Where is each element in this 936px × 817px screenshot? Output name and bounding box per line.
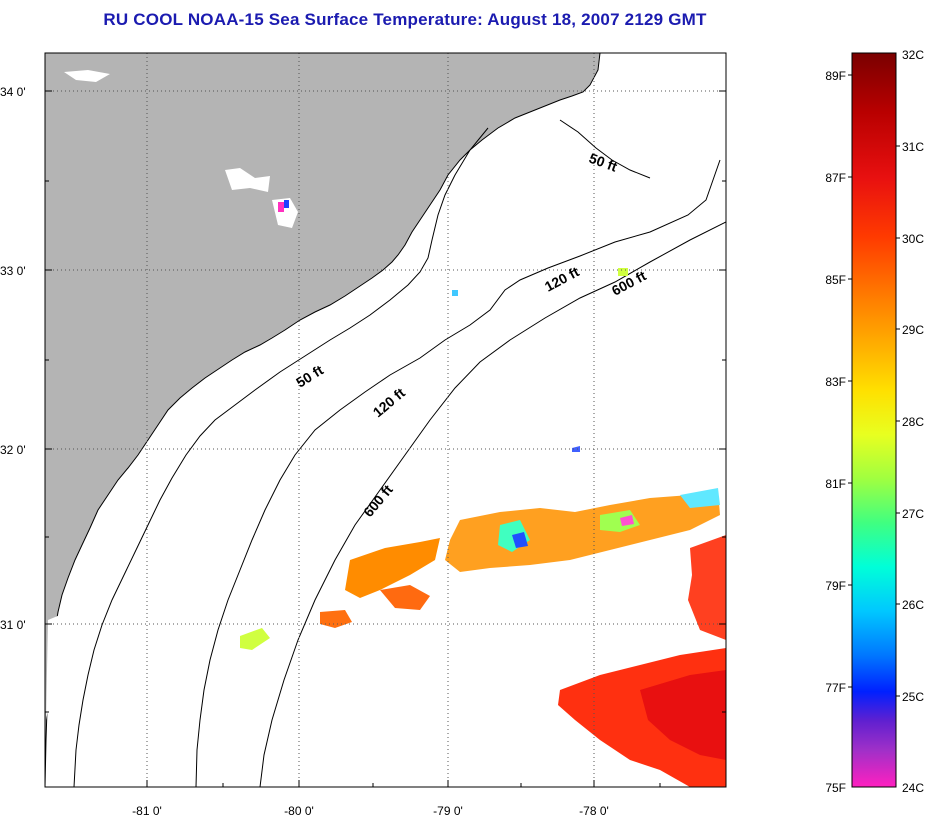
colorbar-c-label: 30C bbox=[902, 232, 924, 246]
colorbar-f-label: 89F bbox=[825, 69, 846, 83]
colorbar-f-label: 85F bbox=[825, 273, 846, 287]
colorbar-f-label: 77F bbox=[825, 681, 846, 695]
map-title: RU COOL NOAA-15 Sea Surface Temperature:… bbox=[103, 10, 707, 29]
colorbar-f-label: 87F bbox=[825, 171, 846, 185]
colorbar-c-label: 32C bbox=[902, 48, 924, 62]
lat-label: 32 0' bbox=[0, 443, 26, 457]
colorbar-c-label: 25C bbox=[902, 690, 924, 704]
colorbar-c-label: 24C bbox=[902, 781, 924, 795]
colorbar-c-label: 26C bbox=[902, 598, 924, 612]
cloud-patch bbox=[46, 615, 60, 720]
cloud-patch bbox=[225, 168, 270, 192]
lon-label: -80 0' bbox=[284, 804, 314, 817]
lon-label: -79 0' bbox=[433, 804, 463, 817]
colorbar-c-label: 27C bbox=[902, 507, 924, 521]
colorbar-c-label: 29C bbox=[902, 323, 924, 337]
colorbar-f-label: 81F bbox=[825, 477, 846, 491]
colorbar-c-label: 31C bbox=[902, 140, 924, 154]
lat-label: 34 0' bbox=[0, 85, 26, 99]
lon-label: -81 0' bbox=[132, 804, 162, 817]
colorbar-f-label: 75F bbox=[825, 781, 846, 795]
lon-label: -78 0' bbox=[579, 804, 609, 817]
colorbar-f-label: 79F bbox=[825, 579, 846, 593]
colorbar-f-label: 83F bbox=[825, 375, 846, 389]
land-mass bbox=[45, 53, 601, 787]
colorbar bbox=[851, 52, 897, 788]
sst-patches bbox=[240, 268, 726, 787]
lat-label: 31 0' bbox=[0, 618, 26, 632]
colorbar-c-label: 28C bbox=[902, 415, 924, 429]
graticule bbox=[45, 53, 726, 787]
cloud-patch bbox=[64, 70, 110, 82]
lat-label: 33 0' bbox=[0, 264, 26, 278]
